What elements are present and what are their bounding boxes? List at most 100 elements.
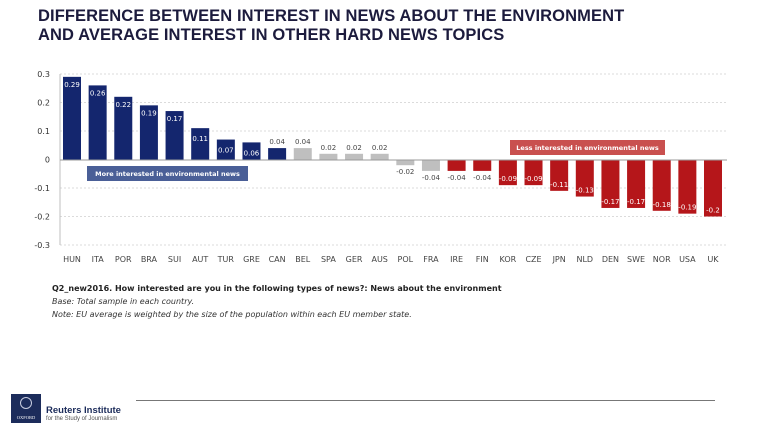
bar-por <box>114 96 133 160</box>
bar-kor <box>498 159 517 186</box>
data-label: 0.26 <box>90 89 106 97</box>
bar-sui <box>165 111 184 160</box>
x-tick-label: FIN <box>476 255 489 264</box>
bar-ire <box>447 159 466 171</box>
bar-aut <box>191 128 210 160</box>
x-tick-label: POL <box>398 255 414 264</box>
x-tick-label: NOR <box>653 255 671 264</box>
y-axis-ticks: 0.3 0.2 0.1 0 -0.1 -0.2 -0.3 <box>34 70 50 250</box>
x-tick-label: BEL <box>295 255 311 264</box>
annotation-text: More interested in environmental news <box>95 170 240 178</box>
data-label: -0.2 <box>706 207 720 215</box>
bar-swe <box>627 159 646 208</box>
x-tick-label: BRA <box>141 255 158 264</box>
bar-ger <box>345 153 364 160</box>
oxford-logo-text: OXFORD <box>16 415 36 420</box>
data-label: -0.02 <box>396 168 414 176</box>
bar-nld <box>575 159 594 197</box>
data-label: -0.17 <box>627 198 645 206</box>
bar-bel <box>293 148 312 160</box>
bar-gre <box>242 142 261 160</box>
bar-chart: 0.30.20.10-0.1-0.2-0.3 0.290.260.220.190… <box>34 70 727 264</box>
question-note: Q2_new2016. How interested are you in th… <box>52 284 502 293</box>
chart-title: DIFFERENCE BETWEEN INTEREST IN NEWS ABOU… <box>38 7 624 45</box>
x-tick-label: GER <box>346 255 363 264</box>
base-note: Base: Total sample in each country. <box>52 297 195 306</box>
y-tick-label: 0.1 <box>37 127 50 136</box>
y-tick-label: -0.3 <box>34 241 50 250</box>
data-label: 0.07 <box>218 147 234 155</box>
data-label: -0.17 <box>601 198 619 206</box>
data-label: 0.02 <box>372 144 388 152</box>
eu-note: Note: EU average is weighted by the size… <box>52 310 412 319</box>
data-label: -0.04 <box>448 174 467 182</box>
bar-uk <box>704 159 722 217</box>
bar-ita <box>88 85 107 160</box>
x-tick-label: POR <box>115 255 132 264</box>
data-label: 0.19 <box>141 109 157 117</box>
bar-usa <box>678 159 697 214</box>
y-tick-label: 0.3 <box>37 70 50 79</box>
data-label: -0.11 <box>550 181 568 189</box>
bar-hun <box>63 76 81 160</box>
x-axis-categories: HUN ITA POR BRA SUI AUT TUR GRE CAN BEL SPA GER AUS P… <box>63 255 719 264</box>
chart-notes: Q2_new2016. How interested are you in th… <box>52 282 502 321</box>
x-tick-label: NLD <box>576 255 593 264</box>
bar-fin <box>473 159 492 171</box>
data-label: 0.02 <box>321 144 337 152</box>
data-label: 0.04 <box>295 138 311 146</box>
x-tick-label: IRE <box>450 255 463 264</box>
bar-can <box>268 148 287 160</box>
x-tick-label: DEN <box>602 255 619 264</box>
data-label: 0.06 <box>244 149 260 157</box>
y-tick-label: 0 <box>45 156 50 165</box>
data-label: -0.09 <box>499 175 517 183</box>
bar-aus <box>370 153 389 160</box>
data-label: -0.04 <box>473 174 492 182</box>
bar-spa <box>319 153 338 160</box>
x-tick-label: SWE <box>627 255 645 264</box>
x-tick-label: USA <box>679 255 696 264</box>
y-tick-label: 0.2 <box>37 99 50 108</box>
data-label: -0.09 <box>524 175 542 183</box>
data-label: 0.04 <box>269 138 285 146</box>
data-label: -0.04 <box>422 174 441 182</box>
bar-nor <box>652 159 671 211</box>
x-tick-label: GRE <box>243 255 260 264</box>
footer-divider <box>136 400 715 401</box>
data-label: -0.13 <box>576 187 594 195</box>
bar-tur <box>216 139 235 160</box>
x-tick-label: ITA <box>92 255 105 264</box>
bar-pol <box>396 159 415 166</box>
org-subtitle: for the Study of Journalism <box>46 416 118 422</box>
x-tick-label: JPN <box>552 255 566 264</box>
annotation-box <box>510 140 665 155</box>
x-tick-label: FRA <box>423 255 439 264</box>
x-tick-label: AUT <box>192 255 208 264</box>
annotation-text: Less interested in environmental news <box>516 144 659 152</box>
data-label: 0.22 <box>115 101 131 109</box>
oxford-logo: OXFORD <box>11 394 41 423</box>
data-labels: 0.29 0.26 0.22 0.19 0.17 0.11 0.07 0.06 0.04 0.04… <box>64 81 720 215</box>
bar-bra <box>139 105 158 160</box>
y-tick-label: -0.2 <box>34 213 50 222</box>
x-tick-label: KOR <box>500 255 517 264</box>
data-label: -0.19 <box>678 204 696 212</box>
x-tick-label: HUN <box>63 255 81 264</box>
y-tick-label: -0.1 <box>34 184 50 193</box>
x-tick-label: UK <box>707 255 719 264</box>
bar-jpn <box>550 159 569 191</box>
annotations: More interested in environmental news Les… <box>87 140 665 181</box>
bar-fra <box>421 159 440 171</box>
bar-den <box>601 159 620 208</box>
gridlines <box>60 73 727 246</box>
data-label: 0.11 <box>192 135 208 143</box>
chart-title-line-1: DIFFERENCE BETWEEN INTEREST IN NEWS ABOU… <box>38 7 625 25</box>
chart-title-line-2: AND AVERAGE INTEREST IN OTHER HARD NEWS … <box>38 26 505 44</box>
org-name: Reuters Institute <box>46 405 121 416</box>
crest-icon <box>20 397 32 409</box>
x-tick-label: AUS <box>371 255 387 264</box>
annotation-box <box>87 166 248 181</box>
x-tick-label: CZE <box>525 255 541 264</box>
data-label: -0.18 <box>653 201 671 209</box>
